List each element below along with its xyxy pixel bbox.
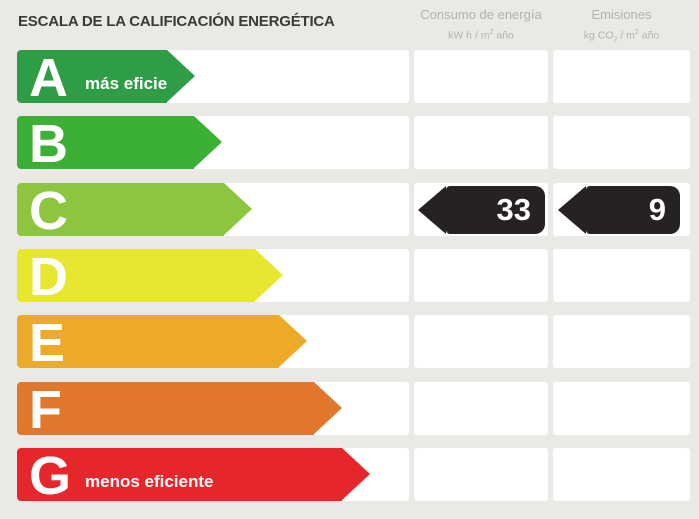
emissions-indicator-tip (558, 185, 586, 234)
rating-arrow-a: A más eficiente (17, 48, 195, 108)
rating-arrow-tip-g (342, 448, 370, 500)
emissions-cell-g (553, 448, 690, 501)
emissions-cell-f (553, 382, 690, 435)
rating-arrow-c: C (17, 181, 252, 241)
rating-note-a: más eficiente (85, 74, 193, 93)
consumption-cell-c: 33 (414, 183, 548, 236)
rating-arrow-tip-a (167, 50, 195, 102)
consumption-cell-b (414, 116, 548, 169)
rating-arrow-e: E (17, 313, 307, 373)
rating-letter-a: A (29, 48, 68, 108)
emissions-cell-d (553, 249, 690, 302)
rating-letter-d: D (29, 247, 68, 307)
emissions-value: 9 (648, 191, 666, 227)
rating-row-d: D (0, 247, 699, 307)
emissions-column-unit: kg CO2 / m2 año (583, 29, 660, 44)
rating-arrow-tip-e (279, 315, 307, 367)
emissions-column-label: Emisiones (591, 7, 652, 22)
consumption-cell-g (414, 448, 548, 501)
rating-arrow-d: D (17, 247, 283, 307)
emissions-column-header: Emisiones kg CO2 / m2 año (551, 6, 692, 48)
emissions-cell-c: 9 (553, 183, 690, 236)
rating-letter-e: E (29, 313, 66, 373)
rating-arrow-tip-f (314, 382, 342, 434)
emissions-indicator: 9 (558, 185, 680, 234)
rating-arrow-tip-b (194, 116, 222, 168)
scale-track-g: G menos eficiente (17, 446, 409, 506)
scale-track-e: E (17, 313, 409, 373)
scale-track-c: C (17, 181, 409, 241)
consumption-indicator-tip (418, 185, 446, 234)
rating-letter-b: B (29, 114, 68, 174)
rating-arrow-f: F (17, 380, 342, 440)
scale-track-a: A más eficiente (17, 48, 409, 108)
rating-arrow-tip-c (224, 183, 252, 235)
rating-letter-f: F (29, 380, 62, 440)
rating-row-c: C 33 9 (0, 181, 699, 241)
rating-letter-c: C (29, 181, 68, 241)
consumption-column-label: Consumo de energía (420, 7, 542, 22)
consumption-column-header: Consumo de energía kW h / m2 año (410, 6, 552, 44)
rating-row-g: G menos eficiente (0, 446, 699, 506)
consumption-cell-e (414, 315, 548, 368)
consumption-cell-a (414, 50, 548, 103)
rating-note-g: menos eficiente (85, 472, 214, 491)
rating-letter-g: G (29, 446, 72, 506)
consumption-value: 33 (496, 191, 531, 227)
rating-row-b: B (0, 114, 699, 174)
rating-row-f: F (0, 380, 699, 440)
rating-arrow-tip-d (255, 249, 283, 301)
consumption-indicator: 33 (418, 185, 545, 234)
consumption-cell-f (414, 382, 548, 435)
scale-track-f: F (17, 380, 409, 440)
rating-row-a: A más eficiente (0, 48, 699, 108)
consumption-column-unit: kW h / m2 año (448, 29, 514, 42)
scale-track-b: B (17, 114, 409, 174)
rating-row-e: E (0, 313, 699, 373)
emissions-cell-b (553, 116, 690, 169)
rating-arrow-g: G menos eficiente (17, 446, 370, 506)
scale-track-d: D (17, 247, 409, 307)
page-title: ESCALA DE LA CALIFICACIÓN ENERGÉTICA (18, 13, 335, 30)
emissions-cell-e (553, 315, 690, 368)
emissions-cell-a (553, 50, 690, 103)
consumption-cell-d (414, 249, 548, 302)
rating-arrow-b: B (17, 114, 222, 174)
